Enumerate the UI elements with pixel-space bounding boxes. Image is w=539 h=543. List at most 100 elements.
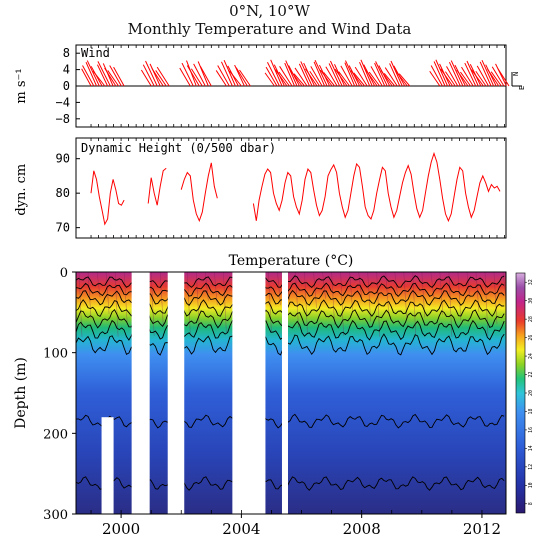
wind-vector — [485, 64, 497, 87]
wind-vector — [429, 70, 441, 87]
temperature-contour-hatch — [105, 271, 110, 314]
wind-vector — [389, 63, 401, 87]
temperature-panel-title: Temperature (°C) — [229, 253, 354, 269]
wind-vector — [97, 61, 111, 87]
wind-vector — [374, 62, 386, 87]
wind-vector — [433, 61, 446, 87]
wind-vector — [491, 66, 505, 87]
temp-xtick-label: 2000 — [102, 520, 140, 538]
colorbar-tick-label: 16 — [528, 427, 534, 433]
wind-vector — [215, 70, 227, 87]
temperature-contour-hatch — [331, 271, 335, 325]
wind-vector — [300, 61, 313, 87]
wind-vector — [274, 69, 288, 87]
wind-vector — [264, 72, 275, 87]
wind-vector — [375, 61, 388, 87]
wind-vector — [82, 65, 95, 87]
wind-vector — [179, 67, 191, 87]
temp-ytick-label: 0 — [60, 266, 68, 281]
colorbar-tick-label: 32 — [528, 279, 534, 285]
dynamic-height-series — [90, 170, 125, 226]
wind-ytick-label: −4 — [56, 95, 70, 109]
wind-vector — [310, 66, 323, 87]
wind-vector — [334, 68, 348, 87]
compass-north-label: N — [512, 72, 520, 76]
wind-vector — [383, 72, 396, 87]
wind-vector — [476, 65, 489, 87]
dh-ytick-label: 70 — [56, 221, 70, 235]
dynamic-height-panel-title: Dynamic Height (0/500 dbar) — [81, 141, 276, 155]
wind-y-axis-label: m s⁻¹ — [14, 68, 29, 103]
dynamic-height-series — [252, 151, 501, 223]
wind-vector — [199, 66, 212, 87]
wind-vector — [435, 59, 448, 87]
data-gap — [232, 272, 266, 514]
wind-vector — [314, 59, 328, 87]
wind-vector — [109, 65, 122, 87]
colorbar-tick-label: 12 — [528, 464, 534, 470]
colorbar-tick-label: 28 — [528, 316, 534, 322]
wind-vector — [85, 62, 98, 87]
wind-vector — [440, 68, 454, 87]
wind-vector — [235, 67, 248, 87]
wind-vector — [323, 72, 335, 87]
temperature-contour-hatch — [159, 271, 164, 325]
wind-ytick-label: 4 — [63, 63, 70, 77]
wind-ytick-label: 0 — [63, 79, 70, 93]
dh-ytick-label: 90 — [56, 152, 70, 166]
wind-vector — [450, 60, 464, 87]
temperature-contour-hatch — [123, 271, 128, 322]
wind-vector — [270, 59, 283, 87]
wind-vector — [228, 70, 242, 87]
wind-vector — [350, 70, 363, 87]
wind-vector — [359, 62, 371, 87]
temperature-contour-hatch — [484, 271, 489, 337]
wind-vector — [395, 70, 408, 87]
wind-vector — [107, 70, 120, 87]
temp-y-axis-label: Depth (m) — [13, 357, 29, 429]
wind-vector — [140, 69, 152, 87]
temperature-contour-hatch — [223, 271, 227, 333]
wind-vector — [156, 66, 170, 87]
wind-vector — [81, 68, 92, 87]
wind-vector — [155, 70, 167, 87]
temp-xtick-label: 2012 — [463, 520, 501, 538]
dynamic-height-series — [147, 167, 167, 206]
wind-vector — [86, 60, 100, 87]
wind-vector — [104, 67, 117, 87]
wind-vector — [217, 65, 230, 87]
dynamic-height-panel-frame — [75, 137, 507, 239]
wind-vector — [495, 63, 507, 87]
wind-vector — [221, 61, 233, 87]
wind-vector — [96, 64, 109, 87]
wind-vector — [278, 71, 290, 87]
wind-vector — [398, 73, 411, 87]
temperature-contour-hatch — [205, 271, 209, 301]
wind-vector — [186, 65, 200, 87]
dh-ytick-label: 80 — [56, 186, 70, 200]
wind-vector — [293, 73, 305, 87]
temperature-contour-hatch — [186, 271, 191, 335]
temperature-contour-hatch — [295, 271, 299, 328]
temp-ytick-label: 300 — [43, 508, 68, 523]
partial-data-gap — [101, 417, 114, 514]
wind-vector — [325, 66, 338, 87]
wind-vector — [475, 70, 487, 87]
temperature-contour-hatch — [457, 271, 462, 321]
wind-vector — [384, 67, 398, 87]
wind-vector — [380, 70, 393, 87]
wind-vector — [354, 66, 368, 87]
wind-ytick-label: −8 — [56, 112, 70, 126]
wind-vector — [446, 66, 459, 87]
wind-vector — [285, 60, 298, 87]
temperature-contour-hatch — [268, 271, 272, 333]
dynamic-height-series — [180, 162, 218, 223]
wind-vector — [448, 62, 461, 87]
data-gap — [131, 272, 150, 514]
wind-vector — [464, 62, 477, 87]
wind-vector — [313, 61, 326, 87]
wind-vector — [279, 66, 293, 87]
temp-xtick-label: 2008 — [343, 520, 381, 538]
wind-vector — [145, 60, 158, 87]
wind-vector — [353, 72, 366, 87]
